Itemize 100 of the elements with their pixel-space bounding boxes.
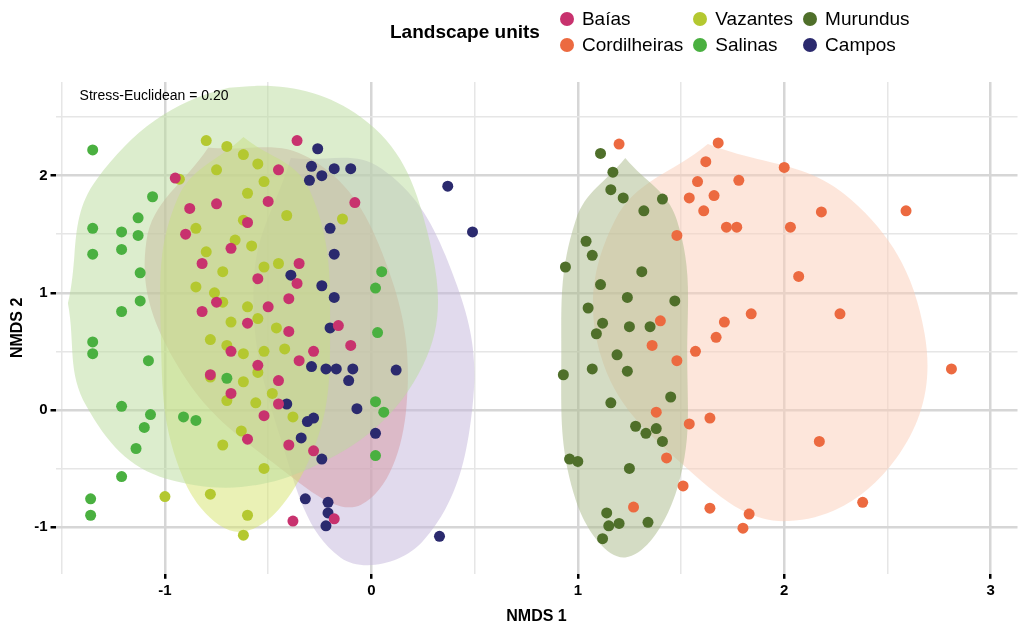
point bbox=[605, 184, 617, 196]
point bbox=[132, 212, 144, 224]
point bbox=[665, 391, 677, 403]
point bbox=[621, 291, 633, 303]
point bbox=[287, 515, 299, 527]
point bbox=[196, 258, 208, 269]
point bbox=[258, 345, 270, 357]
point bbox=[692, 176, 704, 188]
point bbox=[434, 530, 445, 542]
point bbox=[669, 295, 681, 307]
point bbox=[262, 195, 274, 207]
point bbox=[442, 180, 454, 192]
point bbox=[252, 359, 264, 371]
point bbox=[242, 217, 254, 229]
point bbox=[590, 328, 602, 340]
point bbox=[134, 267, 146, 279]
point bbox=[262, 301, 274, 313]
point bbox=[306, 361, 318, 373]
point bbox=[733, 174, 745, 186]
point bbox=[720, 221, 732, 233]
point bbox=[640, 427, 652, 439]
point bbox=[295, 432, 307, 444]
point bbox=[200, 246, 212, 258]
point bbox=[611, 349, 623, 361]
point bbox=[266, 387, 278, 399]
point bbox=[743, 508, 755, 520]
point bbox=[225, 345, 237, 357]
point bbox=[320, 520, 332, 532]
point bbox=[656, 435, 668, 447]
point bbox=[642, 516, 654, 528]
point bbox=[283, 293, 295, 305]
point bbox=[370, 427, 381, 439]
point bbox=[710, 331, 722, 343]
point bbox=[700, 156, 712, 168]
point bbox=[116, 471, 128, 483]
point bbox=[467, 226, 479, 238]
point bbox=[116, 243, 128, 255]
legend-label: Murundus bbox=[825, 8, 910, 30]
point bbox=[272, 258, 284, 269]
point bbox=[559, 261, 571, 273]
point bbox=[654, 315, 666, 327]
point bbox=[306, 160, 318, 172]
point bbox=[169, 172, 181, 184]
point bbox=[737, 522, 749, 534]
point bbox=[745, 308, 757, 320]
point bbox=[347, 363, 359, 375]
point bbox=[116, 400, 128, 412]
legend-label: Salinas bbox=[715, 34, 778, 56]
point bbox=[180, 228, 192, 240]
point bbox=[116, 306, 128, 318]
point bbox=[283, 439, 295, 451]
point bbox=[299, 493, 311, 505]
point bbox=[320, 363, 332, 375]
point bbox=[225, 387, 237, 399]
point bbox=[345, 339, 357, 351]
point bbox=[211, 198, 223, 210]
point bbox=[272, 164, 284, 176]
point bbox=[221, 372, 233, 384]
point bbox=[184, 202, 196, 214]
point bbox=[237, 348, 249, 360]
point bbox=[698, 205, 710, 217]
point bbox=[217, 439, 229, 451]
point bbox=[242, 317, 254, 329]
point bbox=[601, 507, 613, 519]
point bbox=[623, 321, 635, 333]
point bbox=[217, 266, 229, 278]
point bbox=[272, 398, 284, 410]
point bbox=[252, 273, 264, 285]
point bbox=[708, 190, 720, 202]
point bbox=[258, 410, 270, 422]
y-tick-label: 2 bbox=[39, 165, 48, 183]
point bbox=[784, 221, 796, 233]
x-tick-label: 1 bbox=[573, 580, 582, 598]
point bbox=[731, 221, 743, 233]
legend-label: Cordilheiras bbox=[581, 34, 684, 56]
point bbox=[116, 226, 128, 238]
point bbox=[316, 170, 328, 182]
point bbox=[572, 455, 584, 467]
point bbox=[328, 513, 340, 525]
point bbox=[235, 425, 247, 437]
point bbox=[712, 137, 724, 149]
point bbox=[580, 235, 592, 247]
y-axis-title: NMDS 2 bbox=[8, 297, 26, 359]
point bbox=[378, 406, 390, 418]
y-tick-label: 1 bbox=[39, 282, 48, 300]
point bbox=[332, 320, 344, 332]
point bbox=[661, 452, 673, 464]
point bbox=[190, 222, 202, 234]
point bbox=[279, 343, 291, 355]
x-axis-title: NMDS 1 bbox=[506, 606, 567, 624]
point bbox=[293, 258, 305, 269]
point bbox=[138, 421, 150, 433]
x-tick-label: 3 bbox=[986, 580, 995, 598]
point bbox=[671, 355, 683, 367]
point bbox=[130, 443, 142, 455]
point bbox=[258, 176, 270, 188]
point bbox=[628, 501, 640, 513]
point bbox=[345, 163, 357, 175]
point bbox=[372, 327, 384, 339]
point bbox=[582, 302, 594, 314]
